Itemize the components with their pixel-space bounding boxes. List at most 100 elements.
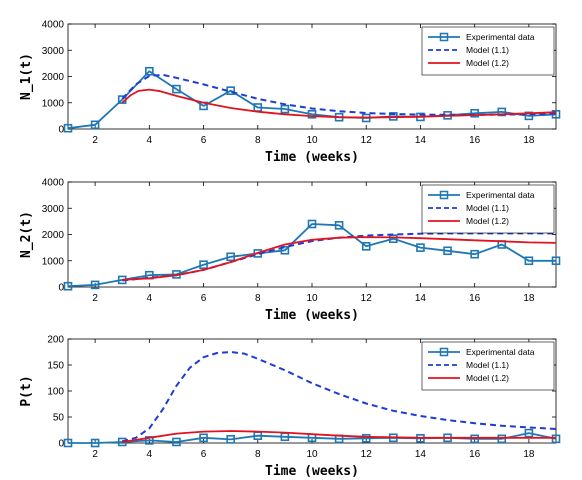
x-tick-label: 12 [361, 135, 373, 146]
x-tick-label: 8 [255, 449, 261, 460]
series-line-3 [121, 88, 557, 119]
y-tick-label: 4000 [42, 178, 65, 189]
data-point-marker [497, 434, 507, 444]
x-tick-label: 18 [523, 135, 535, 146]
x-tick-label: 18 [523, 449, 535, 460]
x-tick-label: 8 [255, 135, 261, 146]
x-tick-label: 14 [415, 293, 427, 304]
x-tick-label: 4 [147, 449, 153, 460]
y-axis-title: N_2(t) [19, 211, 34, 258]
data-point-marker [470, 108, 479, 118]
x-tick-label: 2 [92, 293, 98, 304]
data-point-marker [551, 434, 561, 444]
y-axis-title: P(t) [19, 375, 34, 406]
data-point-marker [90, 120, 100, 130]
x-tick-label: 4 [147, 135, 153, 146]
legend-label-3: Model (1.2) [466, 216, 509, 226]
series-line-3 [122, 430, 556, 443]
data-point-marker [307, 219, 317, 229]
y-tick-label: 200 [47, 335, 64, 346]
x-axis-title: Time (weeks) [265, 308, 359, 323]
y-tick-label: 150 [47, 361, 64, 372]
data-point-marker [361, 242, 371, 251]
data-point-marker [226, 435, 235, 444]
data-point-marker [199, 260, 208, 269]
legend-swatch-marker [439, 190, 449, 200]
x-tick-label: 18 [523, 293, 535, 304]
data-point-marker [334, 221, 344, 230]
series-line-1 [68, 432, 557, 444]
series-line-1 [67, 223, 556, 288]
y-tick-label: 3000 [42, 204, 65, 215]
data-point-marker [416, 243, 425, 252]
legend-label-2: Model (1.1) [466, 45, 509, 55]
x-axis-title: Time (weeks) [265, 150, 359, 165]
x-tick-label: 6 [201, 449, 207, 460]
x-tick-label: 10 [306, 135, 318, 146]
legend-label-1: Experimental data [466, 347, 535, 357]
x-tick-label: 12 [361, 293, 373, 304]
x-tick-label: 6 [201, 135, 207, 146]
x-axis-title: Time (weeks) [265, 464, 359, 479]
series-line-1 [67, 70, 557, 130]
chart-panel-2: 2 4 6 8 10 12 14 16 18 0 1000 2000 3000 4000 Time (wee… [19, 178, 561, 323]
data-point-marker [280, 104, 290, 114]
x-tick-label: 14 [415, 135, 427, 146]
y-tick-label: 1000 [42, 98, 65, 109]
legend-label-3: Model (1.2) [466, 373, 509, 383]
y-tick-label: 4000 [42, 20, 65, 31]
x-tick-label: 14 [415, 449, 427, 460]
data-point-marker [145, 66, 154, 76]
y-tick-label: 0 [58, 283, 64, 294]
y-tick-label: 3000 [42, 46, 65, 57]
legend-box [421, 341, 555, 391]
data-point-marker [199, 433, 208, 443]
data-point-marker [280, 245, 290, 255]
chart-panel-3: 2 4 6 8 10 12 14 16 18 0 50 100 150 200 Time (weeks) P(… [19, 335, 561, 479]
series-line-2 [121, 351, 557, 443]
data-point-marker [443, 246, 452, 256]
y-tick-label: 1000 [42, 256, 65, 267]
y-tick-label: 100 [47, 387, 64, 398]
legend-box [421, 184, 555, 234]
legend-swatch-marker [439, 347, 449, 357]
y-tick-label: 0 [58, 125, 64, 136]
x-tick-label: 8 [255, 293, 261, 304]
x-tick-label: 16 [469, 135, 481, 146]
x-tick-label: 12 [361, 449, 373, 460]
x-tick-label: 2 [92, 449, 98, 460]
data-point-marker [524, 111, 534, 121]
data-point-marker [361, 434, 371, 443]
y-tick-label: 2000 [42, 72, 65, 83]
legend-swatch-marker [439, 32, 449, 42]
legend-label-1: Experimental data [466, 32, 535, 42]
legend-label-2: Model (1.1) [466, 360, 509, 370]
x-tick-label: 16 [469, 293, 481, 304]
data-point-marker [524, 428, 534, 438]
data-point-marker [63, 438, 73, 448]
x-tick-label: 4 [147, 293, 153, 304]
data-point-marker [172, 84, 181, 94]
data-point-marker [63, 123, 73, 133]
series-line-3 [122, 236, 557, 281]
data-point-marker [90, 280, 100, 290]
data-point-marker [470, 434, 479, 444]
x-tick-label: 10 [306, 449, 318, 460]
y-axis-title: N_1(t) [19, 53, 34, 100]
data-point-marker [524, 256, 534, 266]
x-tick-label: 2 [92, 135, 98, 146]
data-point-marker [470, 249, 479, 259]
legend: Experimental data Model (1.1) Model (1.2) [421, 26, 555, 76]
data-point-marker [90, 438, 100, 448]
legend-label-1: Experimental data [466, 190, 535, 200]
data-point-marker [226, 252, 235, 262]
x-tick-label: 16 [469, 449, 481, 460]
x-tick-label: 6 [201, 293, 207, 304]
data-point-marker [63, 281, 73, 291]
legend: Experimental data Model (1.1) Model (1.2) [421, 341, 555, 391]
y-tick-label: 0 [58, 439, 64, 450]
legend-label-3: Model (1.2) [466, 58, 509, 68]
y-tick-label: 2000 [42, 230, 65, 241]
data-point-marker [551, 256, 561, 266]
